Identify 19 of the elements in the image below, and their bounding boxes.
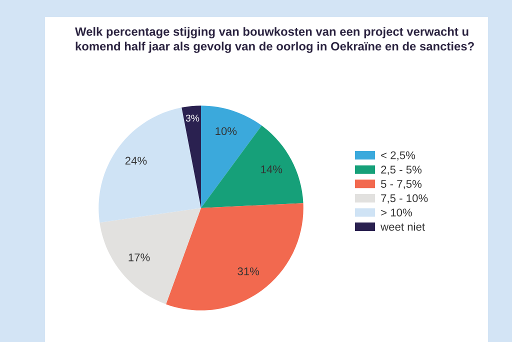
pie-slice — [100, 208, 201, 304]
legend-label: weet niet — [380, 222, 425, 231]
pie-slice — [98, 107, 201, 223]
pie-slice — [166, 203, 304, 310]
legend-label: 2,5 - 5% — [381, 166, 422, 175]
legend-label: 7,5 - 10% — [381, 194, 428, 204]
legend-label: < 2,5% — [381, 151, 416, 161]
data-label: 14% — [261, 165, 282, 174]
pie-slice — [182, 106, 201, 208]
data-label: 31% — [238, 267, 260, 276]
pie-slice — [201, 126, 304, 208]
legend-label: 5 - 7,5% — [381, 180, 422, 190]
data-label: 3% — [186, 114, 200, 122]
data-label: 10% — [216, 127, 237, 136]
pie-slice — [201, 106, 262, 208]
data-label: 24% — [125, 156, 147, 165]
chart-title: Welk percentage stijging van bouwkosten van een project verwacht u komend half jaar als gevolg van de oorlog in Oekraïne en de sancties? — [75, 27, 474, 53]
data-label: 17% — [128, 254, 150, 262]
legend-label: > 10% — [381, 208, 412, 216]
